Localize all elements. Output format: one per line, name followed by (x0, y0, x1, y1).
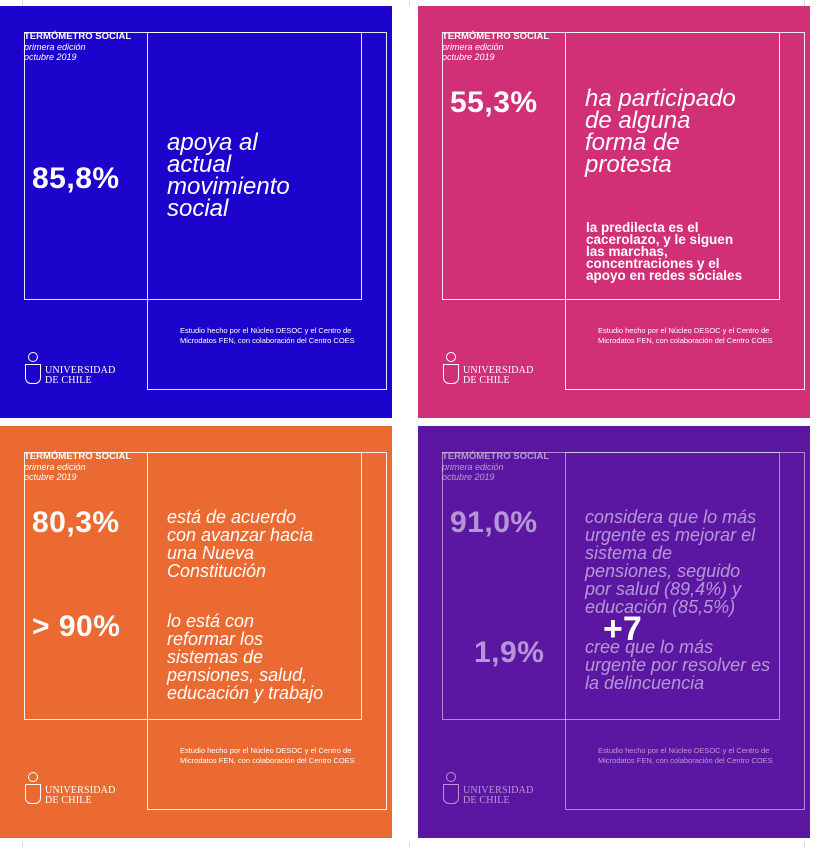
frame-right (565, 32, 805, 390)
credit-text: Estudio hecho por el Núcleo DESOC y el C… (598, 326, 773, 345)
crest-icon (443, 352, 459, 384)
stat-phrase-2: cree que lo más urgente por resolver es … (585, 637, 771, 693)
date: octubre 2019 (442, 52, 495, 62)
brand-title: TERMÓMETRO SOCIAL (24, 31, 132, 42)
grid-edge (804, 842, 805, 848)
detail-text: la predilecta es el cacerolazo, y le sig… (586, 220, 743, 283)
grid-edge (804, 0, 805, 6)
stat-phrase: apoya al actual movimiento social (167, 129, 290, 222)
credit-text: Estudio hecho por el Núcleo DESOC y el C… (180, 326, 355, 345)
frame-right (565, 452, 805, 810)
credit-text: Estudio hecho por el Núcleo DESOC y el C… (180, 746, 355, 765)
card-header: TERMÓMETRO SOCIAL primera edición octubr… (442, 31, 550, 63)
image-card-4[interactable]: TERMÓMETRO SOCIAL primera edición octubr… (418, 426, 810, 838)
credit-text: Estudio hecho por el Núcleo DESOC y el C… (598, 746, 773, 765)
stat-value: 91,0% (450, 506, 538, 539)
university-logo: UNIVERSIDAD DE CHILE (443, 772, 534, 806)
grid-edge (409, 0, 410, 6)
date: octubre 2019 (442, 472, 495, 482)
more-photos-count[interactable]: +7 (603, 610, 642, 648)
card-header: TERMÓMETRO SOCIAL primera edición octubr… (442, 451, 550, 483)
card-header: TERMÓMETRO SOCIAL primera edición octubr… (24, 451, 132, 483)
grid-edge (22, 0, 23, 6)
grid-edge (22, 842, 23, 848)
brand-title: TERMÓMETRO SOCIAL (442, 451, 550, 462)
brand-title: TERMÓMETRO SOCIAL (442, 31, 550, 42)
date: octubre 2019 (24, 472, 77, 482)
brand-title: TERMÓMETRO SOCIAL (24, 451, 132, 462)
card-header: TERMÓMETRO SOCIAL primera edición octubr… (24, 31, 132, 63)
edition: primera edición (442, 42, 504, 52)
stat-value: 80,3% (32, 506, 120, 539)
edition: primera edición (24, 462, 86, 472)
stat-phrase: ha participado de alguna forma de protes… (585, 85, 736, 178)
stat-value-2: > 90% (32, 610, 121, 643)
university-logo: UNIVERSIDAD DE CHILE (443, 352, 534, 386)
crest-icon (25, 772, 41, 804)
edition: primera edición (24, 42, 86, 52)
stat-value: 55,3% (450, 86, 538, 119)
edition: primera edición (442, 462, 504, 472)
image-card-3[interactable]: TERMÓMETRO SOCIAL primera edición octubr… (0, 426, 392, 838)
frame-right (147, 32, 387, 390)
stat-phrase-2: lo está con reformar los sistemas de pen… (167, 611, 324, 703)
stat-value-2: 1,9% (474, 636, 545, 669)
university-logo: UNIVERSIDAD DE CHILE (25, 772, 116, 806)
frame-right (147, 452, 387, 810)
image-card-1[interactable]: TERMÓMETRO SOCIAL primera edición octubr… (0, 6, 392, 418)
image-card-2[interactable]: TERMÓMETRO SOCIAL primera edición octubr… (418, 6, 810, 418)
university-logo: UNIVERSIDAD DE CHILE (25, 352, 116, 386)
stat-phrase: está de acuerdo con avanzar hacia una Nu… (167, 507, 314, 581)
grid-edge (409, 842, 410, 848)
crest-icon (443, 772, 459, 804)
stat-value: 85,8% (32, 162, 120, 195)
stat-phrase: considera que lo más urgente es mejorar … (585, 507, 757, 617)
crest-icon (25, 352, 41, 384)
date: octubre 2019 (24, 52, 77, 62)
